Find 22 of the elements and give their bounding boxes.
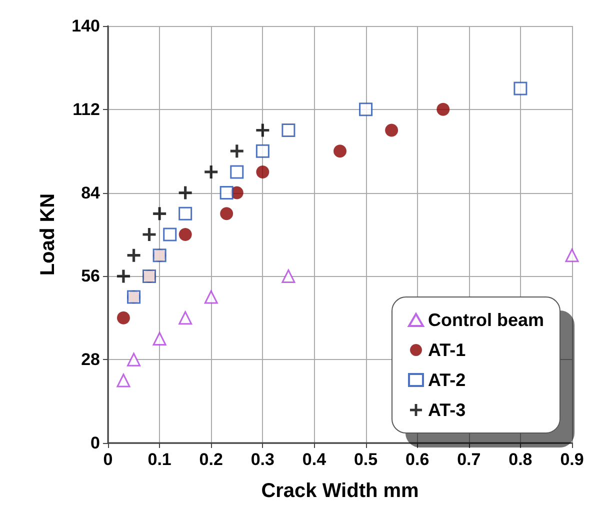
x-tick-label: 0.2 (199, 450, 223, 469)
x-axis-title: Crack Width mm (261, 480, 419, 502)
y-tick-label: 0 (90, 434, 100, 452)
x-tick-label: 0.5 (354, 450, 378, 469)
x-tick-label: 0.3 (250, 450, 274, 469)
legend-label: AT-3 (428, 400, 466, 420)
legend-label: AT-1 (428, 340, 466, 360)
y-tick-label: 84 (81, 183, 101, 202)
legend-label: Control beam (428, 310, 544, 330)
y-axis-title: Load KN (37, 193, 59, 276)
x-tick-label: 0.8 (508, 450, 532, 469)
x-tick-label: 0.1 (148, 450, 172, 469)
x-tick-label: 0.4 (302, 450, 327, 469)
x-tick-label: 0.6 (406, 450, 430, 469)
y-tick-label: 112 (72, 100, 100, 119)
y-tick-label: 140 (72, 16, 100, 36)
y-tick-label: 56 (81, 266, 100, 286)
x-tick-label: 0.9 (560, 450, 584, 469)
legend-label: AT-2 (428, 370, 466, 390)
x-tick-label: 0.7 (457, 450, 481, 469)
y-tick-label: 28 (81, 350, 100, 370)
x-tick-label: 0 (103, 450, 113, 469)
